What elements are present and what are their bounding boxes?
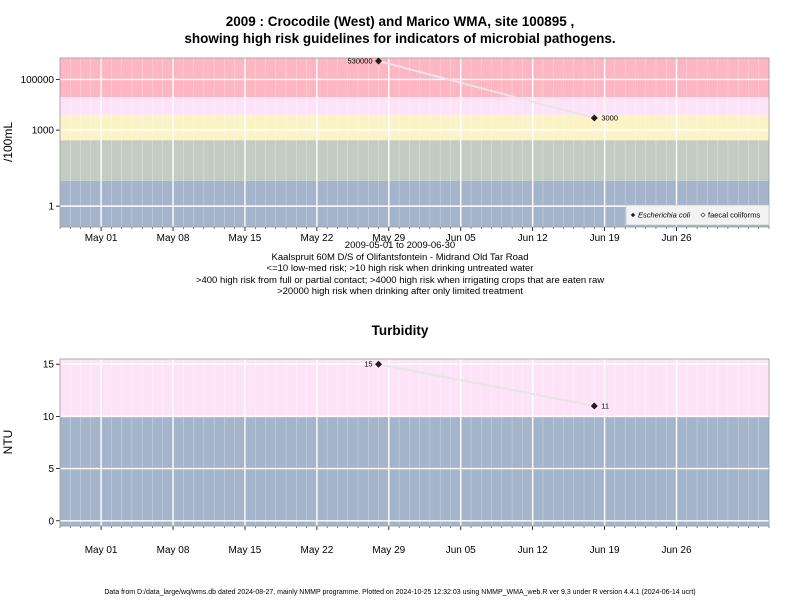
chart1-x-tick-label: May 08 (157, 233, 190, 244)
chart1-legend-box (625, 204, 770, 226)
chart1-x-tick-label: Jun 19 (590, 233, 620, 244)
chart2-x-tick-label: May 29 (372, 545, 405, 556)
legend-entry-escherichia-coli: Escherichia coli (638, 211, 690, 220)
chart2-x-tick-label: May 01 (85, 545, 118, 556)
chart2-title: Turbidity (371, 323, 429, 338)
footer-note: Data from D:/data_large/wq/wms.db dated … (104, 589, 696, 596)
caption-line-guideline-3: >20000 high risk when drinking after onl… (277, 286, 523, 297)
chart1-x-tick-label: Jun 26 (662, 233, 692, 244)
chart2-y-tick-label: 10 (43, 412, 55, 423)
chart1-data-label: 3000 (601, 114, 618, 123)
chart1-data-point (590, 114, 598, 122)
legend-entry-faecal-coliforms: faecal coliforms (708, 211, 760, 220)
chart1-x-tick-label: Jun 12 (518, 233, 548, 244)
chart2-x-tick-label: Jun 26 (662, 545, 692, 556)
chart1-x-tick-label: May 15 (229, 233, 262, 244)
chart2-y-tick-label: 0 (48, 516, 54, 527)
chart2-x-tick-label: May 15 (229, 545, 262, 556)
chart2-x-tick-label: Jun 12 (518, 545, 548, 556)
chart1-x-tick-label: May 22 (300, 233, 333, 244)
chart2-x-tick-label: May 08 (157, 545, 190, 556)
chart1-x-tick-label: May 01 (85, 233, 118, 244)
chart1-caption: 2009-05-01 to 2009-06-30 Kaalspruit 60M … (0, 240, 800, 298)
chart2-y-tick-label: 5 (48, 464, 54, 475)
chart1-y-tick-label: 100000 (21, 75, 55, 86)
chart1-band-3 (60, 97, 769, 115)
caption-line-guideline-2: >400 high risk from full or partial cont… (195, 274, 605, 286)
legend-marker-open-diamond (700, 212, 706, 218)
chart1-data-point (375, 57, 382, 65)
chart2-x-tick-label: May 22 (300, 545, 333, 556)
chart1-band-4 (60, 58, 769, 98)
chart2-y-tick-label: 15 (43, 360, 55, 371)
chart2-x-tick-label: Jun 05 (446, 545, 476, 556)
chart2-x-tick-label: Jun 19 (590, 545, 620, 556)
chart1-series-line (378, 60, 595, 119)
caption-line-site: Kaalspruit 60M D/S of Olifantsfontein - … (271, 251, 529, 263)
chart1-y-tick-label: 1000 (32, 126, 55, 137)
chart1-legend: Escherichia coli faecal coliforms (625, 204, 770, 226)
chart1-y-tick-label: 1 (48, 202, 54, 213)
caption-line-guideline-1: <=10 low-med risk; >10 high risk when dr… (266, 263, 534, 274)
chart1-title-line2: showing high risk guidelines for indicat… (184, 31, 616, 46)
chart1-title-line1: 2009 : Crocodile (West) and Marico WMA, … (225, 14, 575, 29)
chart2-data-point (375, 360, 382, 368)
chart2-band-0 (60, 416, 769, 526)
chart2-data-point (590, 402, 598, 410)
chart2-panel-border (59, 358, 770, 527)
chart1-x-tick-label: May 29 (372, 233, 405, 244)
chart1-x-tick-label: Jun 05 (446, 233, 476, 244)
legend-marker-filled-diamond (630, 212, 636, 218)
chart1-data-label: 530000 (348, 57, 373, 66)
chart1-band-1 (60, 140, 769, 181)
chart1-panel-border (59, 57, 770, 228)
chart2-data-label: 15 (364, 360, 372, 369)
chart2-data-label: 11 (601, 401, 609, 410)
caption-line-date-range: 2009-05-01 to 2009-06-30 (344, 240, 456, 251)
chart2-band-1 (60, 359, 769, 417)
chart1-band-2 (60, 114, 769, 141)
chart2-series-line (378, 363, 595, 407)
